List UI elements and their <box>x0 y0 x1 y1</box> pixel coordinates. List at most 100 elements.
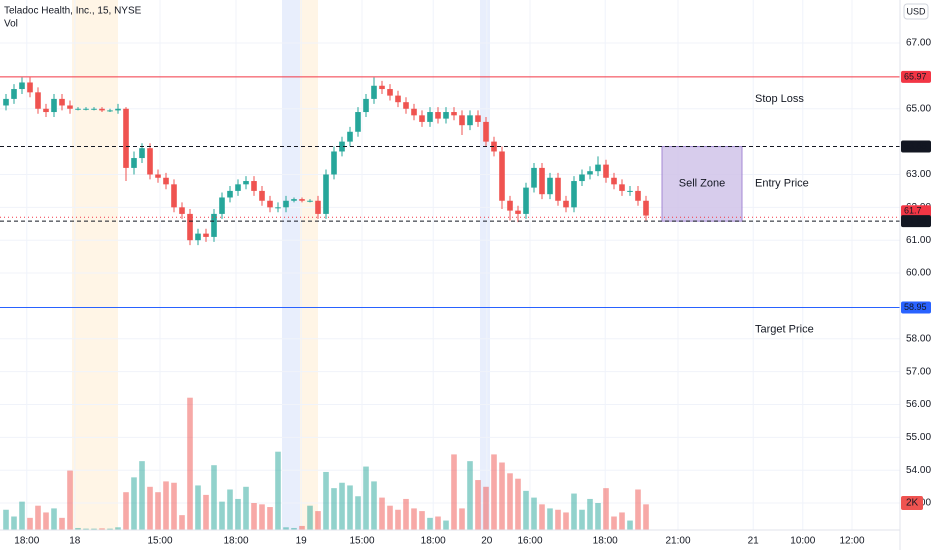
volume-bar <box>339 482 345 530</box>
volume-bar <box>147 486 153 530</box>
volume-bar <box>35 505 41 530</box>
volume-bar <box>99 528 105 530</box>
volume-bar <box>107 528 113 530</box>
candle-body <box>499 151 505 201</box>
volume-bar <box>419 511 425 530</box>
x-tick-label: 18:00 <box>223 536 248 547</box>
volume-bar <box>11 516 17 530</box>
candle-body <box>163 177 169 185</box>
candle-body <box>387 89 393 96</box>
y-tick-label: 55.00 <box>906 432 931 443</box>
candle-body <box>419 115 425 122</box>
candle-body <box>603 164 609 178</box>
volume-bar <box>467 461 473 530</box>
candle-body <box>379 85 385 90</box>
volume-bar <box>203 494 209 530</box>
volume-bar <box>555 509 561 530</box>
volume-bar <box>283 527 289 530</box>
candle-body <box>123 108 129 168</box>
candle-body <box>131 158 137 168</box>
x-tick-label: 18:00 <box>421 536 446 547</box>
volume-bar <box>19 501 25 530</box>
volume-bar <box>475 480 481 530</box>
candle-body <box>635 190 641 201</box>
candle-body <box>259 190 265 201</box>
candle-body <box>555 177 561 201</box>
candle-body <box>267 200 273 208</box>
volume-bar <box>187 397 193 530</box>
volume-bar <box>219 501 225 530</box>
volume-bar <box>259 504 265 530</box>
volume-bar <box>603 488 609 530</box>
volume-bar <box>251 503 257 530</box>
x-tick-label: 18:00 <box>593 536 618 547</box>
volume-tick-label: 2K <box>906 498 919 509</box>
candle-body <box>403 102 409 109</box>
volume-bar <box>355 496 361 530</box>
volume-bar <box>531 497 537 530</box>
candle-body <box>155 174 161 178</box>
candle-body <box>67 105 73 109</box>
candle-body <box>339 141 345 152</box>
y-tick-label: 63.00 <box>906 169 931 180</box>
candle-body <box>275 207 281 209</box>
candle-body <box>395 95 401 103</box>
price-label: 63.85 <box>904 141 927 151</box>
level-label: Target Price <box>755 323 814 335</box>
price-label-box <box>901 215 931 228</box>
volume-bar <box>587 498 593 530</box>
candle-body <box>235 184 241 191</box>
volume-bar <box>579 509 585 530</box>
candle-body <box>427 112 433 122</box>
volume-bar <box>291 527 297 530</box>
volume-bar <box>275 451 281 530</box>
volume-bar <box>635 489 641 530</box>
y-tick-label: 58.00 <box>906 333 931 344</box>
volume-bar <box>547 508 553 530</box>
volume-bar <box>299 525 305 530</box>
volume-label: Vol <box>4 19 18 30</box>
volume-bar <box>51 508 57 530</box>
volume-bar <box>427 517 433 530</box>
y-tick-label: 54.00 <box>906 465 931 476</box>
candle-body <box>363 98 369 113</box>
volume-tick-box <box>901 496 923 511</box>
x-tick-label: 15:00 <box>349 536 374 547</box>
volume-bar <box>211 465 217 530</box>
candle-body <box>435 112 441 119</box>
volume-bar <box>363 466 369 530</box>
y-tick-label: 57.00 <box>906 366 931 377</box>
chart-title: Teladoc Health, Inc., 15, NYSE <box>4 6 142 17</box>
candle-body <box>195 233 201 241</box>
x-tick-label: 12:00 <box>839 536 864 547</box>
volume-bar <box>43 512 49 530</box>
volume-bar <box>619 512 625 530</box>
volume-bar <box>539 504 545 530</box>
volume-bar <box>75 527 81 530</box>
currency[interactable]: USD <box>906 6 926 16</box>
volume-bar <box>627 520 633 530</box>
candle-body <box>539 167 545 195</box>
candle-body <box>115 108 121 111</box>
x-tick-label: 18 <box>69 536 81 547</box>
candle-body <box>467 115 473 126</box>
volume-bar <box>379 497 385 530</box>
candle-body <box>43 108 49 113</box>
level-label: Entry Price <box>755 178 809 190</box>
candle-body <box>595 164 601 172</box>
volume-bar <box>611 516 617 530</box>
price-label: 61.7 <box>904 206 922 216</box>
candle-body <box>507 200 513 211</box>
currency-box[interactable] <box>903 3 929 20</box>
candle-body <box>371 85 377 99</box>
candle-body <box>523 187 529 214</box>
price-label: 65.97 <box>904 71 927 81</box>
candle-body <box>347 131 353 142</box>
volume-bar <box>523 490 529 530</box>
candle-body <box>571 181 577 208</box>
candle-body <box>283 200 289 208</box>
volume-bar <box>235 498 241 530</box>
candle-body <box>355 112 361 132</box>
candle-body <box>459 115 465 126</box>
